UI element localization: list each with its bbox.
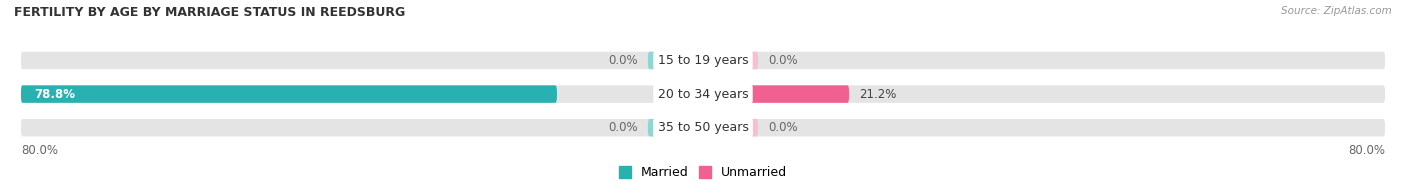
FancyBboxPatch shape (21, 119, 1385, 136)
Text: 0.0%: 0.0% (607, 54, 637, 67)
FancyBboxPatch shape (703, 52, 758, 69)
Legend: Married, Unmarried: Married, Unmarried (613, 161, 793, 184)
Text: 78.8%: 78.8% (35, 88, 76, 101)
FancyBboxPatch shape (703, 85, 849, 103)
Text: 80.0%: 80.0% (21, 144, 58, 157)
Text: 21.2%: 21.2% (859, 88, 897, 101)
FancyBboxPatch shape (21, 85, 1385, 103)
Text: Source: ZipAtlas.com: Source: ZipAtlas.com (1281, 6, 1392, 16)
Text: 15 to 19 years: 15 to 19 years (658, 54, 748, 67)
Text: 35 to 50 years: 35 to 50 years (658, 121, 748, 134)
FancyBboxPatch shape (648, 119, 703, 136)
Text: 0.0%: 0.0% (607, 121, 637, 134)
FancyBboxPatch shape (703, 119, 758, 136)
Text: 0.0%: 0.0% (769, 121, 799, 134)
Text: 80.0%: 80.0% (1348, 144, 1385, 157)
Text: FERTILITY BY AGE BY MARRIAGE STATUS IN REEDSBURG: FERTILITY BY AGE BY MARRIAGE STATUS IN R… (14, 6, 405, 19)
Text: 0.0%: 0.0% (769, 54, 799, 67)
FancyBboxPatch shape (21, 52, 1385, 69)
FancyBboxPatch shape (21, 85, 557, 103)
Text: 20 to 34 years: 20 to 34 years (658, 88, 748, 101)
FancyBboxPatch shape (648, 52, 703, 69)
